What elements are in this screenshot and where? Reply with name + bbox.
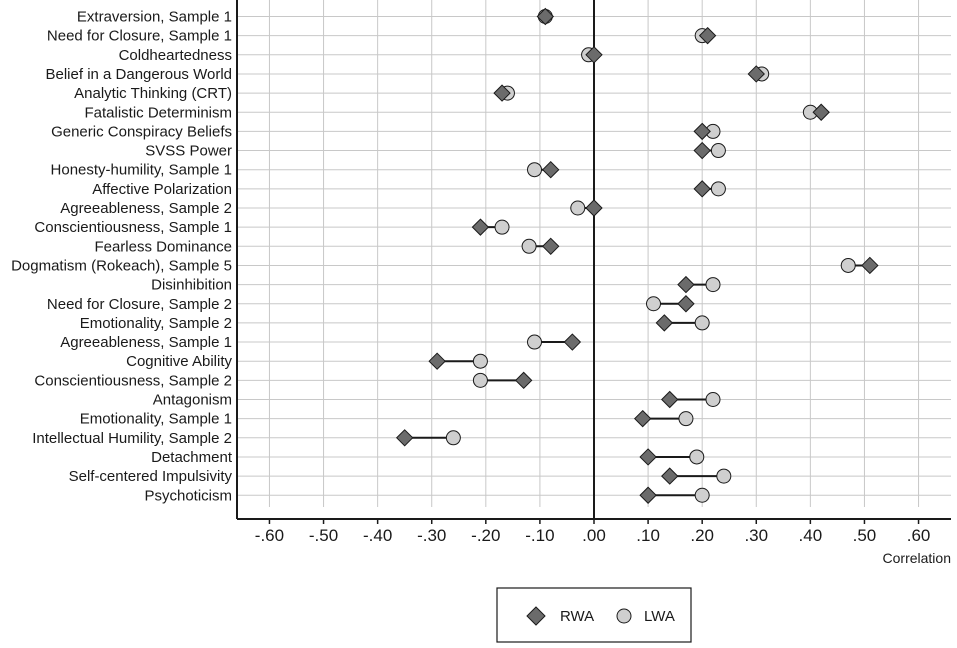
rwa-diamond-point — [861, 256, 879, 275]
rwa-diamond-point — [493, 84, 511, 102]
x-tick-label: -.40 — [363, 526, 392, 545]
category-label: Belief in a Dangerous World — [46, 66, 233, 83]
rwa-diamond-point — [542, 237, 560, 256]
legend-rwa-diamond-marker — [526, 606, 546, 626]
legend-lwa-circle-marker — [616, 608, 632, 624]
rwa-diamond-point — [639, 486, 657, 504]
category-label: Agreeableness, Sample 1 — [60, 334, 232, 351]
lwa-circle-point — [710, 181, 726, 197]
x-tick-label: -.60 — [255, 526, 284, 545]
category-label: Honesty-humility, Sample 1 — [51, 162, 232, 179]
category-label: Fearless Dominance — [94, 238, 232, 255]
rwa-diamond-point — [661, 390, 679, 409]
lwa-circle-point — [445, 430, 461, 446]
lwa-circle-point — [694, 487, 710, 503]
x-tick-label: .50 — [853, 526, 877, 545]
category-label: Self-centered Impulsivity — [69, 468, 233, 485]
lwa-circle-point — [494, 219, 510, 235]
rwa-diamond-point — [585, 46, 603, 64]
category-label: Coldheartedness — [119, 47, 232, 64]
lwa-circle-point — [716, 468, 732, 484]
rwa-diamond-point — [693, 180, 711, 198]
rwa-diamond-point — [677, 275, 695, 294]
category-label: SVSS Power — [145, 143, 232, 160]
legend-rwa-label: RWA — [560, 608, 594, 625]
data-marks — [395, 7, 879, 504]
lwa-circle-point — [646, 296, 661, 312]
lwa-circle-point — [521, 238, 537, 254]
x-axis-title: Correlation — [883, 550, 951, 566]
lwa-circle-point — [705, 277, 721, 293]
rwa-diamond-point — [585, 199, 603, 217]
category-label: Cognitive Ability — [126, 353, 232, 370]
lwa-circle-point — [710, 143, 726, 159]
rwa-diamond-point — [536, 7, 555, 26]
lwa-circle-point — [472, 353, 488, 369]
rwa-diamond-point — [698, 26, 717, 45]
rwa-diamond-point — [693, 122, 711, 141]
category-label: Intellectual Humility, Sample 2 — [32, 430, 232, 447]
rwa-diamond-point — [428, 352, 446, 370]
rwa-diamond-point — [677, 295, 695, 313]
x-tick-label: .00 — [582, 526, 606, 545]
lwa-circle-point — [472, 372, 488, 388]
lwa-circle-point — [570, 200, 586, 216]
category-label: Emotionality, Sample 2 — [80, 315, 232, 332]
lwa-circle-point — [705, 392, 721, 407]
category-labels: Extraversion, Sample 1 Need for Closure, … — [11, 9, 233, 505]
rwa-diamond-point — [542, 160, 560, 179]
rwa-diamond-point — [747, 65, 765, 83]
rwa-diamond-point — [655, 314, 674, 332]
lwa-circle-point — [678, 411, 694, 427]
category-label: Antagonism — [153, 392, 232, 409]
lwa-circle-point — [527, 334, 542, 350]
lwa-circle-point — [840, 257, 856, 273]
lwa-circle-point — [527, 162, 542, 178]
rwa-diamond-point — [514, 371, 533, 390]
category-label: Disinhibition — [151, 277, 232, 294]
rwa-diamond-point — [693, 141, 711, 160]
lwa-circle-point — [694, 315, 710, 331]
category-label: Extraversion, Sample 1 — [77, 9, 232, 26]
category-label: Conscientiousness, Sample 2 — [34, 372, 232, 389]
category-label: Dogmatism (Rokeach), Sample 5 — [11, 257, 232, 274]
axes — [236, 0, 951, 524]
x-tick-label: -.50 — [309, 526, 338, 545]
rwa-diamond-point — [812, 103, 830, 121]
x-tick-label: .20 — [690, 526, 714, 545]
category-label: Generic Conspiracy Beliefs — [51, 123, 232, 140]
x-tick-label: -.30 — [417, 526, 446, 545]
category-label: Need for Closure, Sample 2 — [47, 296, 232, 313]
rwa-diamond-point — [395, 429, 414, 447]
rwa-diamond-point — [471, 218, 490, 236]
x-tick-label: .40 — [799, 526, 823, 545]
category-label: Need for Closure, Sample 1 — [47, 28, 232, 45]
category-label: Conscientiousness, Sample 1 — [34, 219, 232, 236]
x-tick-label: .30 — [744, 526, 768, 545]
x-tick-label: -.20 — [471, 526, 500, 545]
x-tick-labels: -.60 -.50 -.40 -.30 -.20 -.10 .00 .10 .20 .30 .40.… — [255, 526, 931, 545]
category-label: Psychoticism — [144, 487, 232, 504]
category-label: Detachment — [151, 449, 233, 466]
category-label: Agreeableness, Sample 2 — [60, 200, 232, 217]
legend: RWA LWA — [496, 587, 692, 643]
rwa-diamond-point — [661, 467, 679, 485]
rwa-diamond-point — [563, 333, 582, 351]
rwa-diamond-point — [633, 409, 652, 428]
x-tick-label: .10 — [636, 526, 660, 545]
category-label: Affective Polarization — [92, 181, 232, 198]
category-label: Analytic Thinking (CRT) — [74, 85, 232, 102]
x-tick-label: -.10 — [525, 526, 554, 545]
rwa-diamond-point — [639, 448, 657, 466]
x-tick-label: .60 — [907, 526, 931, 545]
legend-lwa-label: LWA — [644, 608, 675, 625]
category-label: Emotionality, Sample 1 — [80, 411, 232, 428]
lwa-circle-point — [689, 449, 705, 465]
category-label: Fatalistic Determinism — [84, 104, 232, 121]
